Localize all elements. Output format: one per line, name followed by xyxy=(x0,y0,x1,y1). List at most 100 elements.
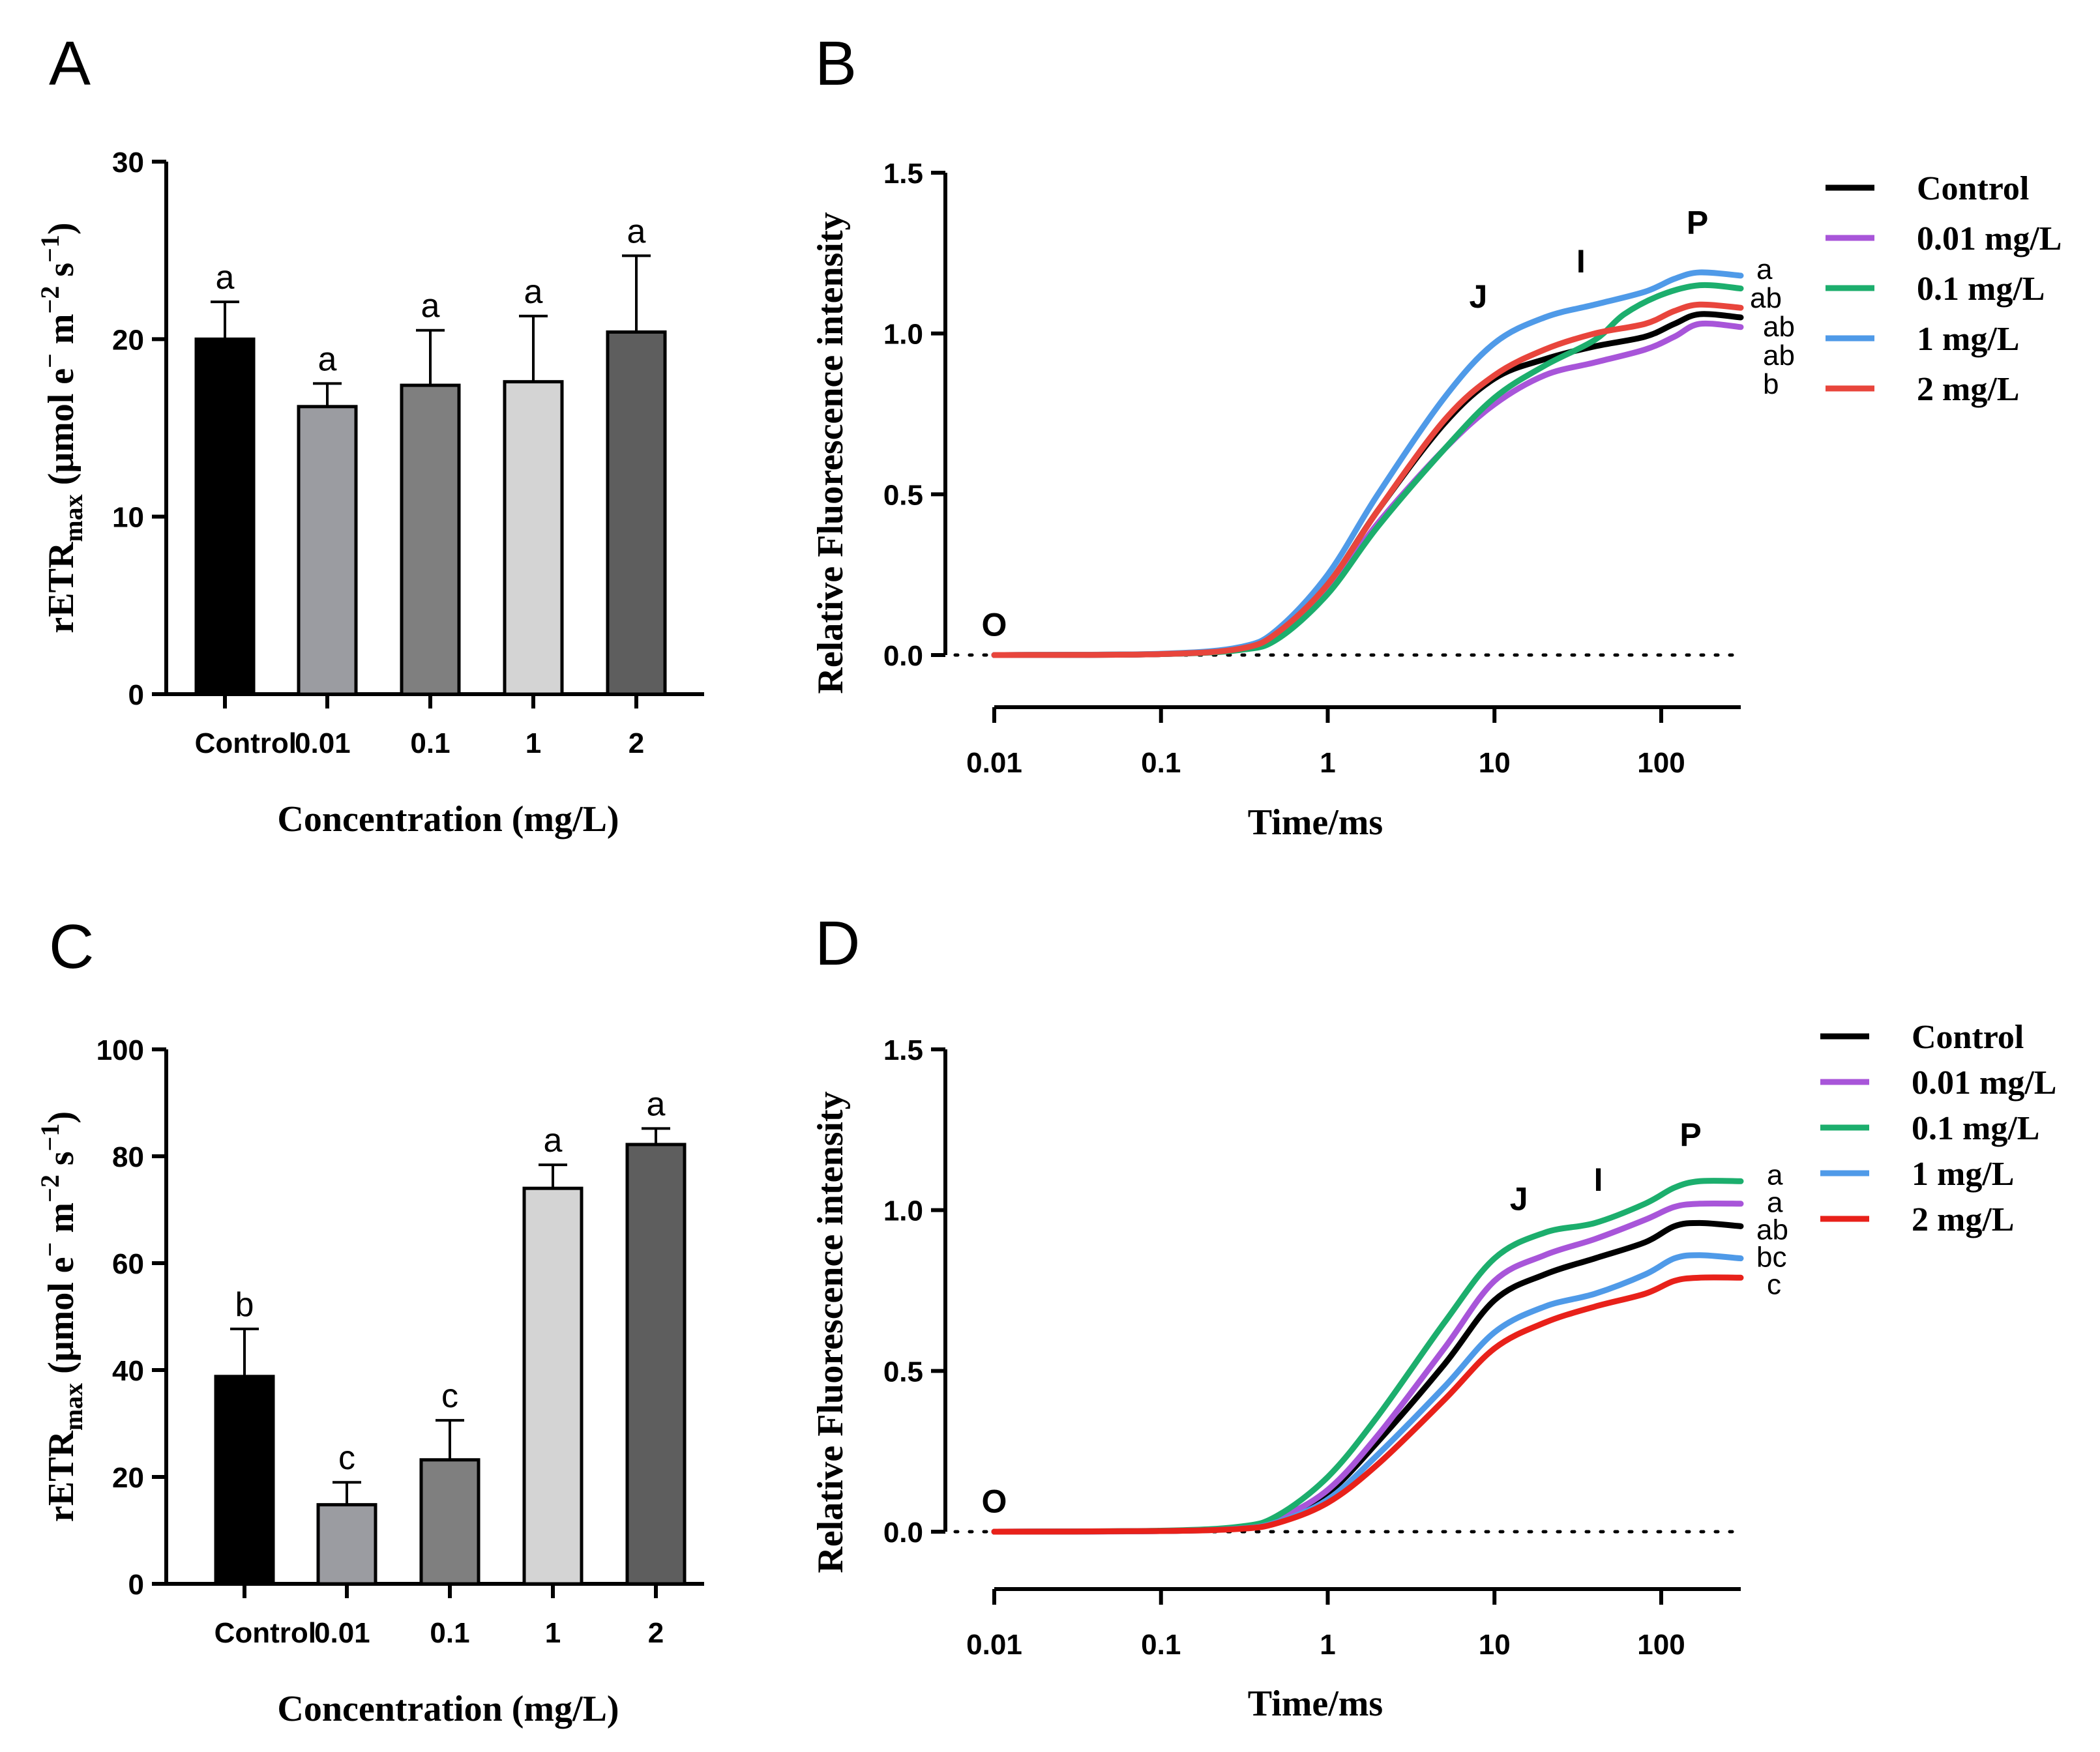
y-tick-label: 10 xyxy=(112,502,144,534)
significance-letter: bc xyxy=(1756,1241,1786,1273)
y-tick-label: 0 xyxy=(128,679,144,711)
x-axis-label: Concentration (mg/L) xyxy=(277,1689,619,1729)
y-tick-label: 1.5 xyxy=(883,158,923,190)
y-tick-label: 0.0 xyxy=(883,640,923,672)
y-tick-label: 0 xyxy=(128,1569,144,1601)
panel-b: B0.00.51.01.50.01 0.1 1 10 100OJIPaabababbCo… xyxy=(810,29,2062,843)
legend-label: 2 mg/L xyxy=(1912,1201,2014,1238)
y-label-part: rETR xyxy=(41,1431,81,1523)
y-tick-label: 30 xyxy=(112,147,144,179)
x-category-label: 2 xyxy=(648,1617,664,1649)
y-axis-label: rETRmax (μmol e− m−2 s−1) xyxy=(35,1111,88,1522)
phase-label-O: O xyxy=(982,606,1007,643)
x-tick-label: 0.01 xyxy=(966,1629,1022,1661)
significance-letter: c xyxy=(441,1377,458,1415)
y-label-part: s xyxy=(41,1151,81,1175)
significance-letter: ab xyxy=(1750,282,1782,314)
legend-label: 0.01 mg/L xyxy=(1917,220,2062,257)
panel-letter: B xyxy=(815,29,857,98)
y-axis-label: Relative Fluorescence intensity xyxy=(810,212,851,694)
significance-letter: a xyxy=(1756,254,1773,285)
significance-letter: b xyxy=(235,1286,254,1324)
series-line-0-01-mg-l xyxy=(991,1200,1744,1535)
bar-1 xyxy=(522,1186,584,1586)
y-tick-label: 1.0 xyxy=(883,319,923,351)
x-tick-label: 0.01 xyxy=(966,747,1022,779)
x-axis-label: Time/ms xyxy=(1248,1684,1383,1724)
x-axis-label: Concentration (mg/L) xyxy=(277,799,619,840)
phase-label-I: I xyxy=(1576,243,1586,280)
x-category-label: 0.1 xyxy=(410,727,450,759)
y-label-part: (μmol e xyxy=(41,368,81,494)
y-label-part: max xyxy=(59,1383,88,1431)
significance-letter: ab xyxy=(1756,1214,1788,1246)
series-line-2-mg-l xyxy=(991,301,1744,658)
y-label-part: ) xyxy=(41,222,81,235)
legend-label: Control xyxy=(1917,170,2029,207)
y-tick-label: 80 xyxy=(112,1141,144,1173)
y-tick-label: 0.0 xyxy=(883,1517,923,1549)
bar-0.01 xyxy=(297,405,358,696)
legend-label: 0.1 mg/L xyxy=(1917,270,2045,308)
y-tick-label: 0.5 xyxy=(883,479,923,511)
y-label-part: s xyxy=(41,263,81,286)
legend-label: 1 mg/L xyxy=(1912,1156,2014,1193)
legend-label: Control xyxy=(1912,1019,2024,1056)
significance-letter: a xyxy=(1767,1159,1783,1191)
y-tick-label: 20 xyxy=(112,324,144,356)
y-tick-label: 40 xyxy=(112,1355,144,1387)
series-line-0-01-mg-l xyxy=(991,320,1744,658)
y-label-part: max xyxy=(59,494,88,542)
panel-letter: A xyxy=(49,29,91,98)
x-axis-label: Time/ms xyxy=(1248,802,1383,843)
y-label-part: rETR xyxy=(41,542,81,634)
significance-letter: ab xyxy=(1763,311,1795,343)
bar-2 xyxy=(606,330,667,696)
phase-label-P: P xyxy=(1687,205,1708,241)
significance-letter: a xyxy=(544,1122,563,1160)
y-axis-label: Relative Fluorescence intensity xyxy=(810,1091,851,1573)
panel-letter: C xyxy=(49,912,94,982)
x-category-label: 0.01 xyxy=(295,727,351,759)
x-tick-label: 10 xyxy=(1479,747,1511,779)
significance-letter: a xyxy=(524,273,543,311)
phase-label-P: P xyxy=(1679,1117,1701,1153)
panel-letter: D xyxy=(815,909,860,978)
significance-letter: a xyxy=(421,287,440,325)
significance-letter: b xyxy=(1763,368,1779,400)
y-label-part: ) xyxy=(41,1111,81,1124)
bar-0.01 xyxy=(316,1503,377,1586)
significance-letter: ab xyxy=(1763,340,1795,372)
phase-label-J: J xyxy=(1470,278,1488,315)
y-label-part: −2 xyxy=(35,1175,65,1203)
bar-0.1 xyxy=(419,1458,481,1586)
x-tick-label: 10 xyxy=(1479,1629,1511,1661)
significance-letter: a xyxy=(318,340,337,378)
x-category-label: 0.01 xyxy=(314,1617,370,1649)
legend-label: 0.1 mg/L xyxy=(1912,1110,2039,1147)
x-tick-label: 0.1 xyxy=(1141,747,1181,779)
x-tick-label: 1 xyxy=(1320,1629,1335,1661)
y-label-part: −1 xyxy=(35,235,65,263)
x-tick-label: 100 xyxy=(1637,1629,1685,1661)
x-tick-label: 1 xyxy=(1320,747,1335,779)
bar-1 xyxy=(503,380,564,696)
y-label-part: − xyxy=(35,353,65,368)
y-tick-label: 100 xyxy=(96,1034,144,1066)
phase-label-I: I xyxy=(1594,1161,1603,1198)
y-tick-label: 0.5 xyxy=(883,1356,923,1388)
phase-label-J: J xyxy=(1510,1181,1528,1218)
phase-label-O: O xyxy=(982,1483,1007,1519)
y-label-part: (μmol e xyxy=(41,1257,81,1382)
y-tick-label: 1.0 xyxy=(883,1195,923,1227)
y-label-part: −2 xyxy=(35,286,65,314)
y-axis-label: rETRmax (μmol e− m−2 s−1) xyxy=(35,222,88,633)
series-line-control xyxy=(991,311,1744,658)
series-line-control xyxy=(991,1219,1744,1535)
x-category-label: 2 xyxy=(629,727,644,759)
significance-letter: c xyxy=(1767,1268,1781,1300)
significance-letter: a xyxy=(627,212,646,250)
